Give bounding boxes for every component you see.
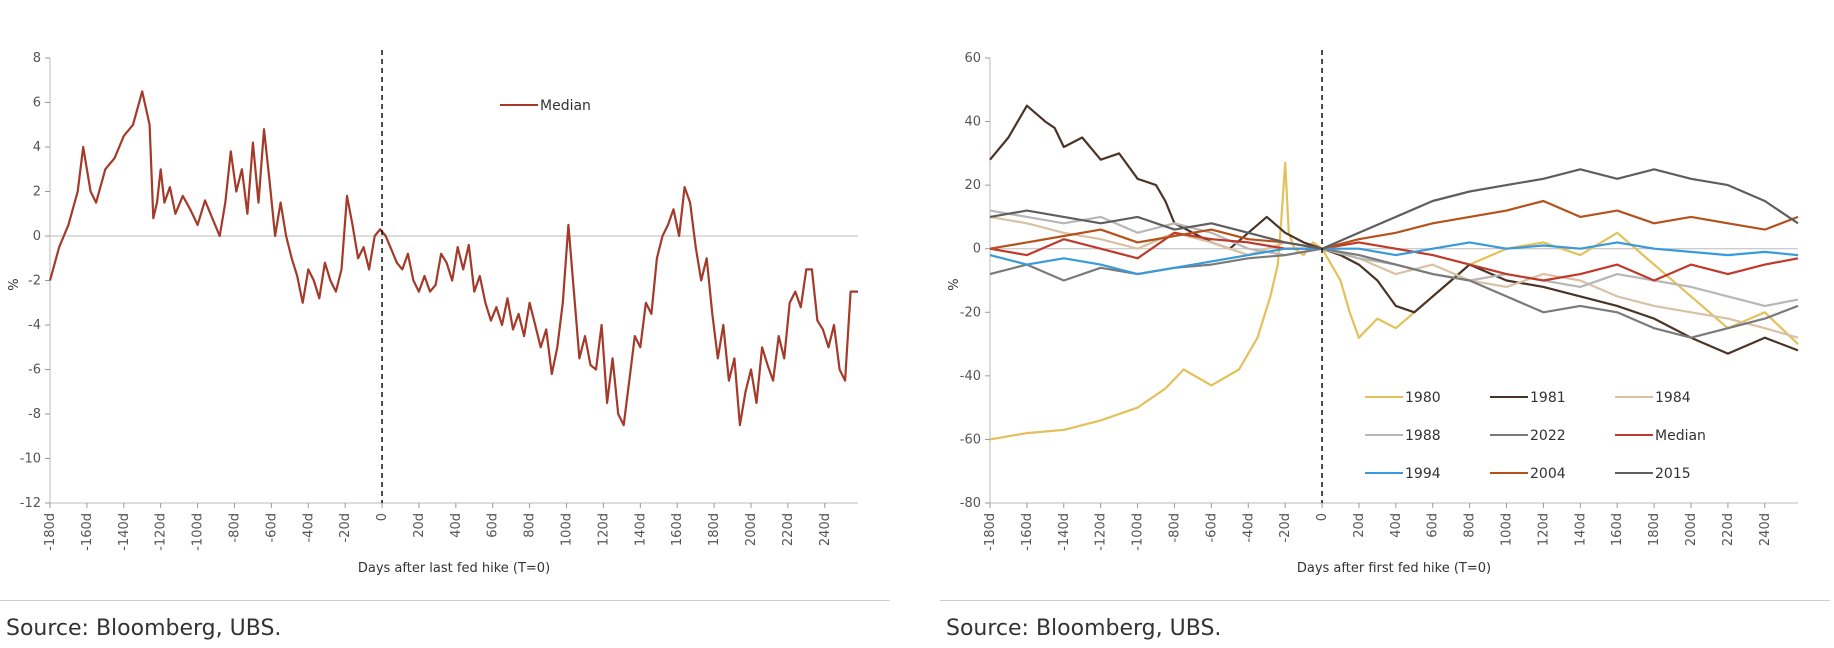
x-tick-label: -100d: [191, 513, 206, 551]
x-tick-label: -180d: [43, 513, 58, 551]
y-tick-label: 60: [964, 51, 981, 66]
x-tick-label: 20d: [412, 513, 427, 538]
x-tick-label: 200d: [1684, 513, 1699, 546]
series-line-1988: [989, 209, 1799, 307]
x-axis-title: Days after first fed hike (T=0): [1297, 561, 1491, 576]
y-tick-label: 20: [964, 178, 981, 193]
x-tick-label: 160d: [1610, 513, 1625, 546]
x-tick-label: 60d: [486, 513, 501, 538]
x-tick-label: -180d: [983, 513, 998, 551]
y-tick-label: 40: [964, 115, 981, 130]
x-tick-label: 140d: [1573, 513, 1588, 546]
chart-panel-left: 8 6 4 2 0 -2 -4 -6 -8 -10 -12 -180d -160d -140d -120d -…: [0, 0, 900, 648]
y-tick-label: -20: [960, 305, 981, 320]
x-tick-label: -100d: [1131, 513, 1146, 551]
x-tick-label: 220d: [1721, 513, 1736, 546]
y-axis-title: %: [947, 278, 962, 290]
x-tick-label: -80d: [227, 513, 242, 543]
median-chart-last-hike: 8 6 4 2 0 -2 -4 -6 -8 -10 -12-180d -160d -140d -120d -…: [7, 50, 858, 576]
y-tick-label: 4: [33, 140, 41, 155]
y-tick-label: -4: [28, 318, 41, 333]
x-tick-label: -40d: [1241, 513, 1256, 543]
x-tick-label: 160d: [670, 513, 685, 546]
x-tick-label: -140d: [117, 513, 132, 551]
source-note: Source: Bloomberg, UBS.: [6, 616, 282, 641]
x-tick-label: 180d: [1647, 513, 1662, 546]
legend-entry: 2004: [1530, 466, 1566, 482]
x-tick-label: 200d: [744, 513, 759, 546]
multi-year-chart-first-hike: 60 40 20 0 -20 -40 -60 -80-180d -160d -140d -120d -…: [947, 50, 1799, 576]
x-tick-label: -60d: [1204, 513, 1219, 543]
legend-entry: 1984: [1655, 390, 1691, 406]
series-line-median: [48, 90, 858, 427]
x-tick-label: 0: [375, 513, 390, 521]
divider: [0, 600, 890, 601]
legend-entry: 2022: [1530, 428, 1566, 444]
x-tick-label: 40d: [1389, 513, 1404, 538]
x-tick-label: -120d: [154, 513, 169, 551]
x-tick-label: -140d: [1057, 513, 1072, 551]
series-line-2022: [989, 247, 1799, 339]
x-tick-label: -160d: [80, 513, 95, 551]
y-tick-label: -12: [20, 496, 41, 511]
x-tick-label: -20d: [338, 513, 353, 543]
x-tick-label: 220d: [781, 513, 796, 546]
legend-entry: 2015: [1655, 466, 1691, 482]
x-tick-label: 120d: [1536, 513, 1551, 546]
source-note: Source: Bloomberg, UBS.: [946, 616, 1222, 641]
x-tick-label: 40d: [449, 513, 464, 538]
series-line-median: [989, 231, 1799, 282]
x-tick-label: 120d: [596, 513, 611, 546]
y-tick-label: 8: [33, 51, 41, 66]
divider: [940, 600, 1830, 601]
x-tick-label: 80d: [523, 513, 538, 538]
y-tick-label: 6: [33, 96, 41, 111]
x-tick-label: 240d: [1758, 513, 1773, 546]
legend-entry: Median: [1655, 428, 1706, 444]
x-tick-label: 60d: [1426, 513, 1441, 538]
legend-entry: 1981: [1530, 390, 1566, 406]
x-tick-label: -120d: [1094, 513, 1109, 551]
series-line-1981: [989, 104, 1799, 355]
y-tick-label: -6: [28, 363, 41, 378]
x-tick-label: -20d: [1278, 513, 1293, 543]
series-line-1994: [989, 241, 1799, 276]
legend-entry: Median: [540, 98, 591, 114]
y-tick-label: -80: [960, 496, 981, 511]
x-tick-label: 240d: [818, 513, 833, 546]
x-tick-label: 80d: [1463, 513, 1478, 538]
legend-entry: 1994: [1405, 466, 1441, 482]
y-tick-label: -2: [28, 274, 41, 289]
x-tick-label: -80d: [1167, 513, 1182, 543]
x-tick-label: 180d: [707, 513, 722, 546]
x-tick-label: -60d: [264, 513, 279, 543]
y-tick-label: 2: [33, 185, 41, 200]
x-tick-label: 140d: [633, 513, 648, 546]
y-tick-label: -10: [20, 452, 41, 467]
legend-entry: 1988: [1405, 428, 1441, 444]
series-line-1980: [989, 161, 1799, 441]
y-tick-label: -8: [28, 407, 41, 422]
series-line-1984: [989, 215, 1799, 339]
chart-panel-right: 60 40 20 0 -20 -40 -60 -80 -180d -160d -140d -120d -…: [940, 0, 1834, 648]
y-tick-label: -60: [960, 432, 981, 447]
x-tick-label: 100d: [1500, 513, 1515, 546]
legend-entry: 1980: [1405, 390, 1441, 406]
x-tick-label: 20d: [1352, 513, 1367, 538]
series-line-2004: [989, 199, 1799, 250]
y-axis-title: %: [7, 278, 22, 290]
x-axis-title: Days after last fed hike (T=0): [358, 561, 550, 576]
x-tick-label: -40d: [301, 513, 316, 543]
y-tick-label: 0: [33, 229, 41, 244]
y-tick-label: 0: [973, 242, 981, 257]
y-tick-label: -40: [960, 369, 981, 384]
series-line-2015: [989, 168, 1799, 250]
x-tick-label: 0: [1315, 513, 1330, 521]
x-tick-label: -160d: [1020, 513, 1035, 551]
x-tick-label: 100d: [560, 513, 575, 546]
